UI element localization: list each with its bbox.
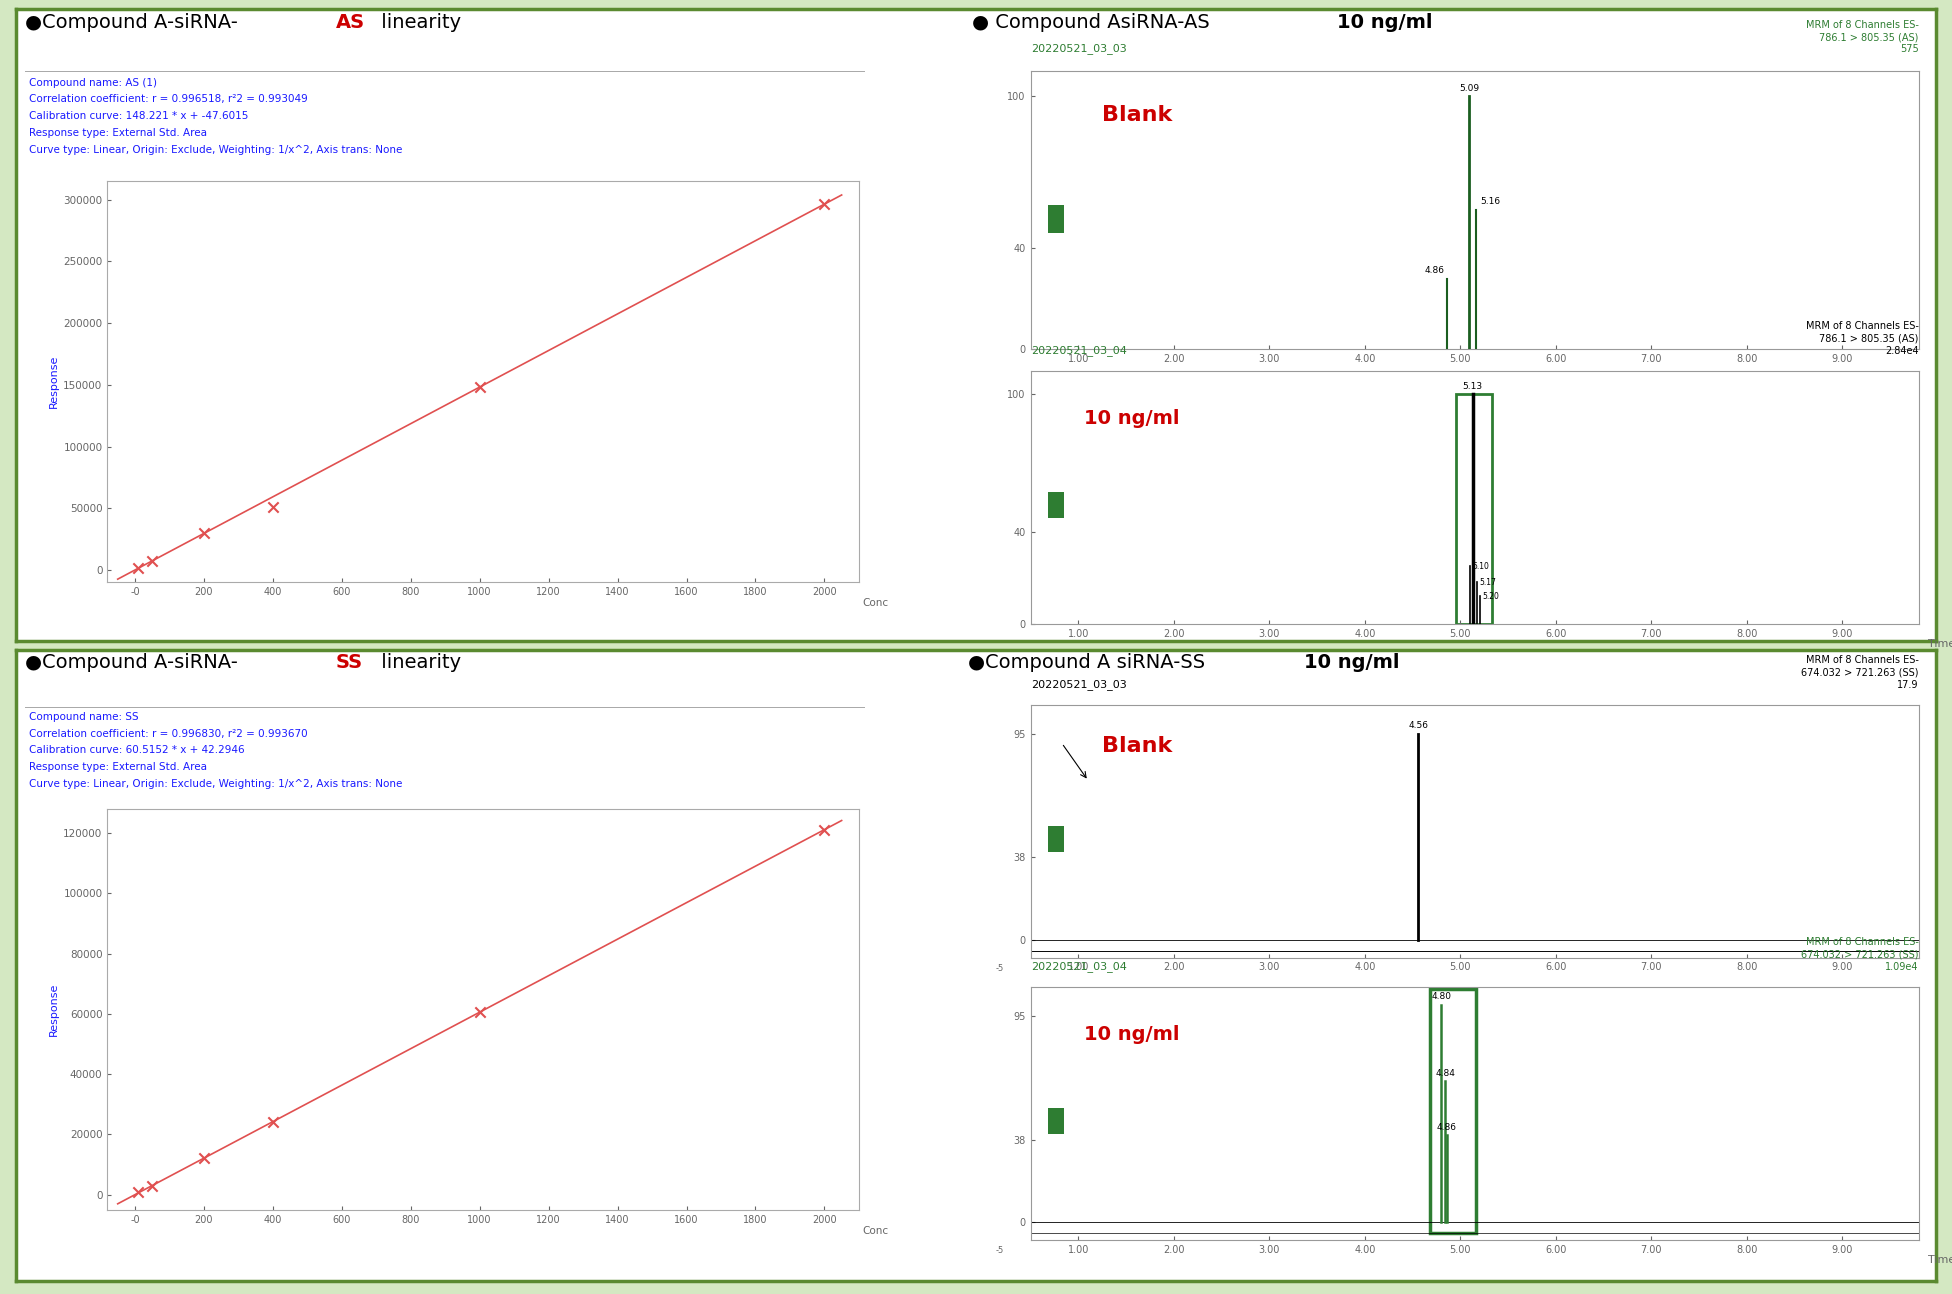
Point [465,377,496,397]
Text: Correlation coefficient: r = 0.996830, r²2 = 0.993670: Correlation coefficient: r = 0.996830, r… [29,729,308,739]
Text: linearity: linearity [375,13,461,32]
Point [258,497,289,518]
Text: 20220521_03_03: 20220521_03_03 [1031,679,1126,690]
Text: -5: -5 [996,1246,1003,1255]
Text: 5.09: 5.09 [1458,84,1480,93]
Point [187,1148,219,1168]
Text: MRM of 8 Channels ES-
674.032 > 721.263 (SS)
1.09e4: MRM of 8 Channels ES- 674.032 > 721.263 … [1802,937,1919,972]
Text: 20220521_03_04: 20220521_03_04 [1031,345,1126,356]
Text: 5.20: 5.20 [1482,591,1499,600]
Text: Conc: Conc [863,598,888,608]
Text: MRM of 8 Channels ES-
674.032 > 721.263 (SS)
17.9: MRM of 8 Channels ES- 674.032 > 721.263 … [1802,655,1919,690]
Point [123,558,154,578]
Point [258,1112,289,1132]
Point [465,1002,496,1022]
Point [187,523,219,543]
Text: -5: -5 [996,964,1003,973]
Text: Blank: Blank [1101,735,1171,756]
Text: 4.84: 4.84 [1435,1069,1454,1078]
Point [123,1181,154,1202]
Text: 10 ng/ml: 10 ng/ml [1083,1025,1179,1044]
Bar [1048,1109,1064,1134]
Text: 4.56: 4.56 [1409,721,1429,730]
Text: Blank: Blank [1101,105,1171,124]
Text: 10 ng/ml: 10 ng/ml [1337,13,1433,32]
Text: 5.13: 5.13 [1462,382,1484,391]
Text: Time: Time [1929,639,1952,648]
Text: 5.10: 5.10 [1474,562,1489,571]
Bar [1048,493,1064,518]
Text: MRM of 8 Channels ES-
786.1 > 805.35 (AS)
2.84e4: MRM of 8 Channels ES- 786.1 > 805.35 (AS… [1806,321,1919,356]
Point [137,550,168,571]
Text: AS: AS [336,13,365,32]
Text: 10 ng/ml: 10 ng/ml [1304,653,1400,673]
Text: 4.86: 4.86 [1437,1123,1456,1132]
Text: 10 ng/ml: 10 ng/ml [1083,409,1179,428]
Text: SS: SS [336,653,363,673]
Text: 4.86: 4.86 [1425,265,1444,274]
Point [808,194,839,215]
Bar [1048,204,1064,233]
Y-axis label: Response: Response [49,982,59,1036]
Text: 5.17: 5.17 [1480,578,1497,587]
Text: Curve type: Linear, Origin: Exclude, Weighting: 1/x^2, Axis trans: None: Curve type: Linear, Origin: Exclude, Wei… [29,145,402,155]
Text: ● Compound AsiRNA-AS: ● Compound AsiRNA-AS [972,13,1216,32]
Text: 4.80: 4.80 [1431,992,1450,1002]
Text: Correlation coefficient: r = 0.996518, r²2 = 0.993049: Correlation coefficient: r = 0.996518, r… [29,94,308,105]
Text: MRM of 8 Channels ES-
786.1 > 805.35 (AS)
575: MRM of 8 Channels ES- 786.1 > 805.35 (AS… [1806,19,1919,54]
Text: Calibration curve: 60.5152 * x + 42.2946: Calibration curve: 60.5152 * x + 42.2946 [29,745,244,756]
Bar [1048,827,1064,851]
Text: Conc: Conc [863,1225,888,1236]
Text: Curve type: Linear, Origin: Exclude, Weighting: 1/x^2, Axis trans: None: Curve type: Linear, Origin: Exclude, Wei… [29,779,402,789]
Text: Response type: External Std. Area: Response type: External Std. Area [29,762,207,773]
Text: Calibration curve: 148.221 * x + -47.6015: Calibration curve: 148.221 * x + -47.601… [29,111,248,122]
Point [137,1175,168,1196]
Text: ●Compound A-siRNA-: ●Compound A-siRNA- [25,13,238,32]
Text: linearity: linearity [375,653,461,673]
Text: Response type: External Std. Area: Response type: External Std. Area [29,128,207,138]
Text: 5.16: 5.16 [1480,198,1501,207]
Text: ●Compound A siRNA-SS: ●Compound A siRNA-SS [968,653,1212,673]
Point [808,819,839,840]
Text: Time: Time [1929,1255,1952,1264]
Text: ●Compound A-siRNA-: ●Compound A-siRNA- [25,653,238,673]
Text: 20220521_03_04: 20220521_03_04 [1031,961,1126,972]
Text: 20220521_03_03: 20220521_03_03 [1031,44,1126,54]
Text: Compound name: AS (1): Compound name: AS (1) [29,78,158,88]
Text: Compound name: SS: Compound name: SS [29,712,139,722]
Y-axis label: Response: Response [49,355,59,409]
